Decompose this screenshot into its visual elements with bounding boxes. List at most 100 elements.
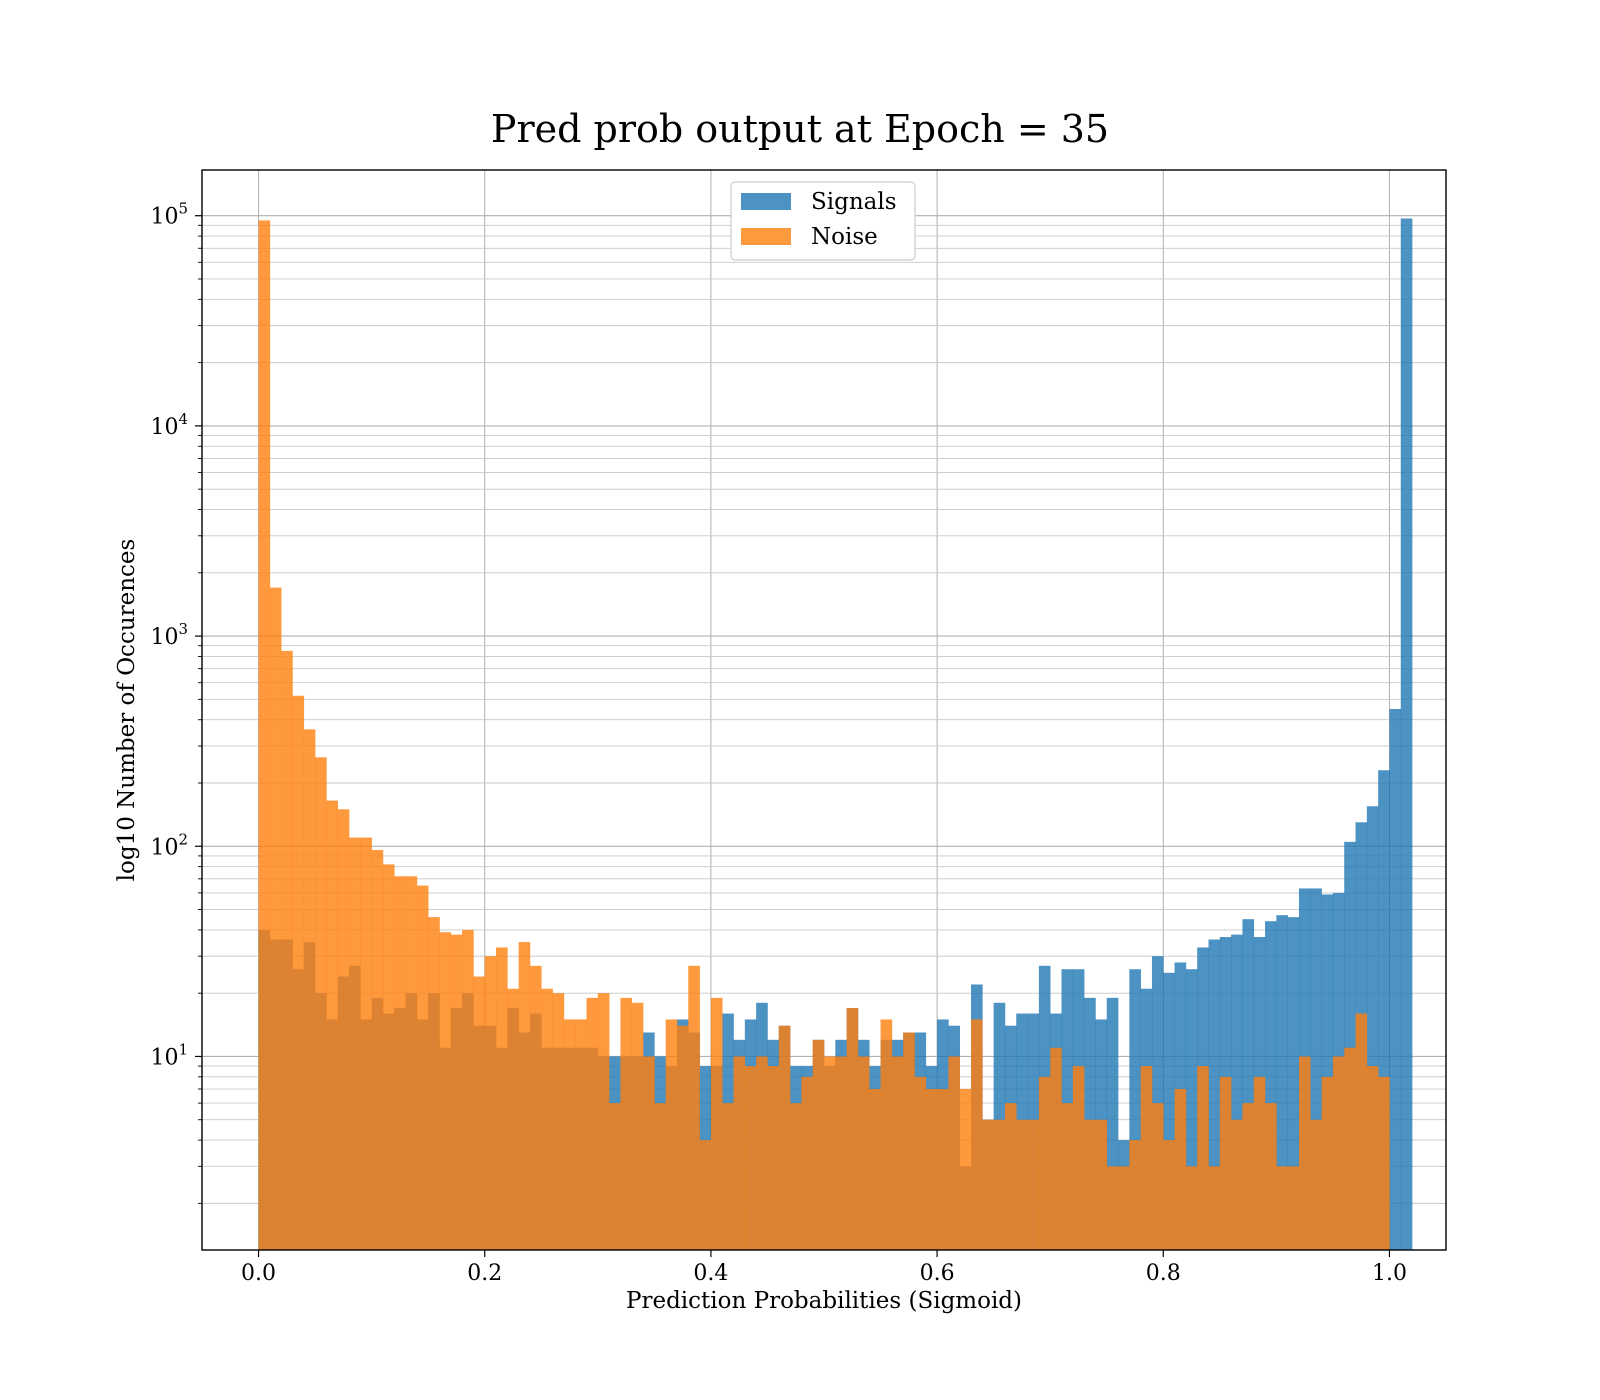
noise-bar (1197, 1066, 1209, 1250)
y-axis-ticks: 101 102 103 104 105 (150, 200, 202, 1204)
legend: Signals Noise (730, 181, 916, 261)
noise-bar (394, 876, 406, 1250)
noise-bar (835, 1056, 847, 1250)
signals-bar (1276, 915, 1288, 1250)
noise-bar (1355, 1013, 1368, 1250)
y-tick-label: 102 (150, 830, 188, 860)
noise-bar (303, 729, 316, 1250)
noise-bar (925, 1089, 938, 1250)
noise-bar (1095, 1119, 1108, 1250)
noise-bar (654, 1103, 666, 1250)
noise-bar (552, 993, 565, 1250)
noise-bar (281, 650, 293, 1250)
signals-bar (1129, 969, 1141, 1250)
noise-bar (1129, 1140, 1141, 1250)
noise-bar (428, 917, 440, 1250)
y-tick-label: 103 (150, 620, 188, 650)
signals-bar (1378, 770, 1390, 1250)
signals-bar (1242, 919, 1255, 1250)
plot-frame (201, 169, 1447, 1251)
noise-bar (1084, 1119, 1096, 1250)
noise-bar (1072, 1066, 1085, 1250)
noise-bar (416, 885, 429, 1250)
noise-bar (676, 1025, 689, 1250)
noise-bar (688, 965, 700, 1250)
noise-bar (643, 1056, 655, 1250)
signals-bar (1231, 934, 1243, 1250)
signals-bar (1287, 917, 1300, 1250)
noise-bar (937, 1089, 949, 1250)
signals-bar (1163, 972, 1175, 1250)
noise-bar (948, 1056, 961, 1250)
noise-bar (507, 988, 519, 1250)
noise-bar (857, 1056, 870, 1250)
noise-bar (1004, 1103, 1017, 1250)
noise-bar (1151, 1103, 1164, 1250)
signals-bar (1321, 894, 1334, 1250)
x-tick-label: 0.6 (920, 1261, 955, 1286)
noise-bar (824, 1056, 836, 1250)
noise-bar (360, 837, 372, 1250)
noise-bar (269, 587, 282, 1250)
noise-bar (982, 1119, 994, 1250)
signals-bar (1366, 806, 1379, 1250)
noise-bar (790, 1103, 802, 1250)
noise-bar (292, 695, 305, 1250)
x-tick-label: 0.0 (241, 1261, 276, 1286)
noise-bar (1231, 1119, 1243, 1250)
noise-bar (1321, 1076, 1334, 1250)
noise-bar (518, 942, 531, 1250)
noise-bar (699, 1140, 712, 1250)
legend-label-signals: Signals (811, 189, 897, 215)
noise-bar (812, 1039, 825, 1250)
noise-bar (586, 997, 599, 1250)
noise-bar (620, 997, 633, 1250)
noise-bar (597, 993, 610, 1250)
noise-bar (1332, 1056, 1345, 1250)
noise-bar (959, 1089, 972, 1250)
noise-bar (382, 864, 395, 1250)
signals-bar (1400, 218, 1413, 1250)
noise-bar (801, 1076, 813, 1250)
noise-bar (1061, 1103, 1074, 1250)
signals-bar (1208, 939, 1221, 1250)
legend-swatch-signals (741, 193, 791, 210)
noise-bar (1038, 1076, 1051, 1250)
noise-bar (1366, 1066, 1379, 1250)
noise-bar (371, 849, 384, 1250)
noise-bar (450, 934, 463, 1250)
noise-bar (484, 956, 497, 1250)
y-tick-label: 101 (150, 1040, 188, 1070)
x-axis-ticks: 0.0 0.2 0.4 0.6 0.8 1.0 (241, 1250, 1407, 1286)
noise-bar (903, 1032, 915, 1250)
noise-bar (439, 932, 452, 1250)
signals-bar (1185, 969, 1198, 1250)
noise-bar (665, 1019, 678, 1250)
noise-bar (473, 976, 486, 1250)
noise-bar (315, 757, 327, 1250)
x-tick-label: 0.2 (467, 1261, 502, 1286)
signals-bar (1389, 708, 1402, 1250)
noise-bar (1050, 1047, 1062, 1250)
noise-bar (710, 997, 723, 1250)
noise-bar (563, 1019, 576, 1250)
noise-bar (1298, 1056, 1311, 1250)
noise-bar (631, 1002, 644, 1250)
noise-bar (1185, 1166, 1198, 1250)
noise-bar (405, 876, 418, 1250)
noise-bar (1287, 1166, 1300, 1250)
noise-bar (496, 947, 508, 1250)
noise-bar (1253, 1076, 1266, 1250)
noise-bar (541, 988, 553, 1250)
noise-bar (914, 1076, 927, 1250)
noise-bar (326, 800, 339, 1250)
signals-bar (1106, 997, 1119, 1250)
noise-bar (1174, 1089, 1187, 1250)
x-tick-label: 1.0 (1372, 1261, 1407, 1286)
noise-bar (880, 1019, 893, 1250)
noise-bar (1016, 1119, 1028, 1250)
noise-bar (733, 1056, 746, 1250)
signals-bar (1310, 888, 1322, 1250)
noise-bar (744, 1066, 757, 1250)
